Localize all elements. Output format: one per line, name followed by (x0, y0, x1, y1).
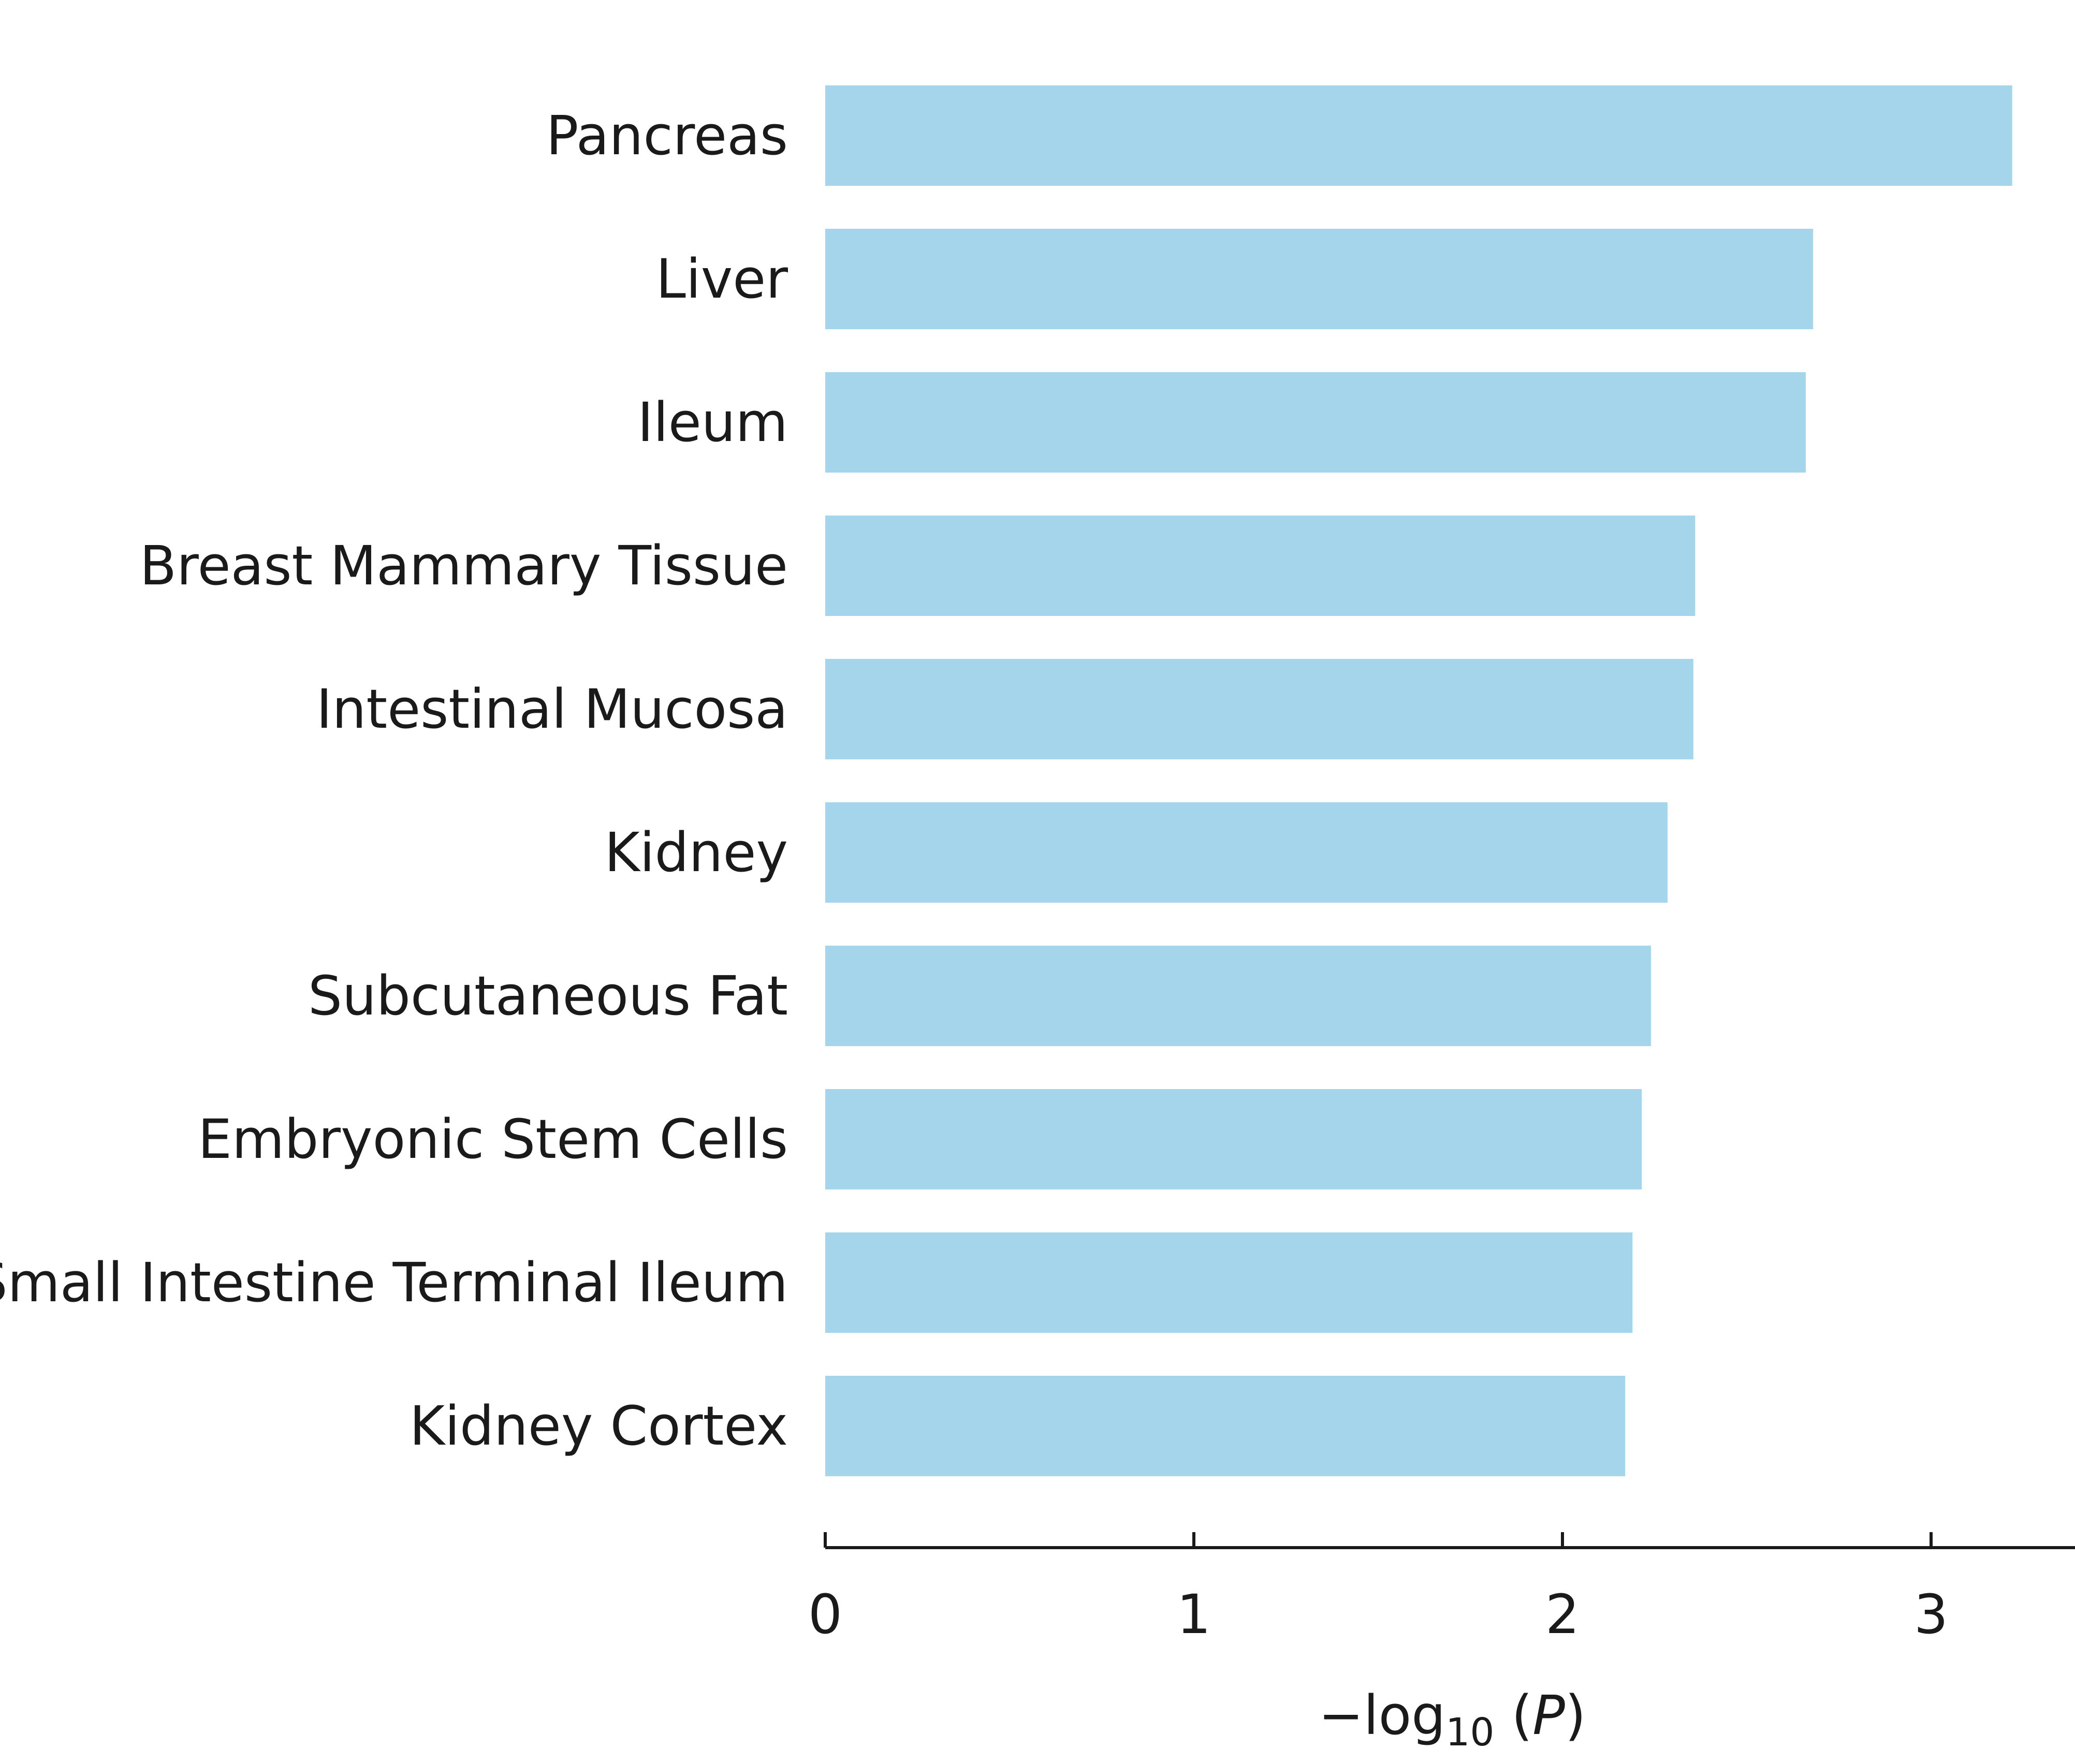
bar-kidney-cortex (825, 1376, 1626, 1476)
x-axis-title-subscript: 10 (1445, 1710, 1494, 1755)
x-axis-title-variable: P (1532, 1684, 1565, 1747)
category-label-kidney-cortex: Kidney Cortex (410, 1394, 788, 1458)
x-axis-title-prefix: −log (1319, 1684, 1446, 1747)
bar-ileum (825, 372, 1806, 473)
x-tick-label-2: 2 (1545, 1583, 1580, 1646)
x-axis-title-open: ( (1494, 1684, 1532, 1747)
bar-intestinal-mucosa (825, 659, 1693, 759)
category-label-embryonic-stem-cells: Embryonic Stem Cells (198, 1108, 788, 1171)
category-label-subcutaneous-fat: Subcutaneous Fat (308, 964, 788, 1027)
category-label-liver: Liver (656, 247, 788, 311)
category-labels-group: Pancreas Liver Ileum Breast Mammary Tissue I… (0, 104, 788, 1458)
x-tick-label-3: 3 (1914, 1583, 1948, 1646)
bar-liver (825, 229, 1814, 329)
category-label-pancreas: Pancreas (546, 104, 788, 167)
x-tick-label-0: 0 (808, 1583, 842, 1646)
bar-kidney (825, 802, 1668, 903)
category-label-small-intestine-terminal-ileum: Small Intestine Terminal Ileum (0, 1251, 788, 1314)
x-axis-title-close: ) (1565, 1684, 1586, 1747)
bar-pancreas (825, 85, 2012, 186)
x-axis-title: −log10 (P) (1319, 1684, 1586, 1755)
bars-group (825, 85, 2012, 1476)
category-label-breast-mammary-tissue: Breast Mammary Tissue (140, 534, 788, 597)
category-label-ileum: Ileum (637, 391, 788, 454)
bar-breast-mammary-tissue (825, 516, 1696, 616)
x-axis-ticks-group: 0 1 2 3 (808, 1532, 1948, 1646)
x-tick-label-1: 1 (1177, 1583, 1211, 1646)
bar-embryonic-stem-cells (825, 1089, 1642, 1189)
category-label-kidney: Kidney (604, 821, 788, 884)
category-label-intestinal-mucosa: Intestinal Mucosa (316, 678, 788, 741)
bar-small-intestine-terminal-ileum (825, 1232, 1633, 1333)
bar-subcutaneous-fat (825, 946, 1651, 1046)
